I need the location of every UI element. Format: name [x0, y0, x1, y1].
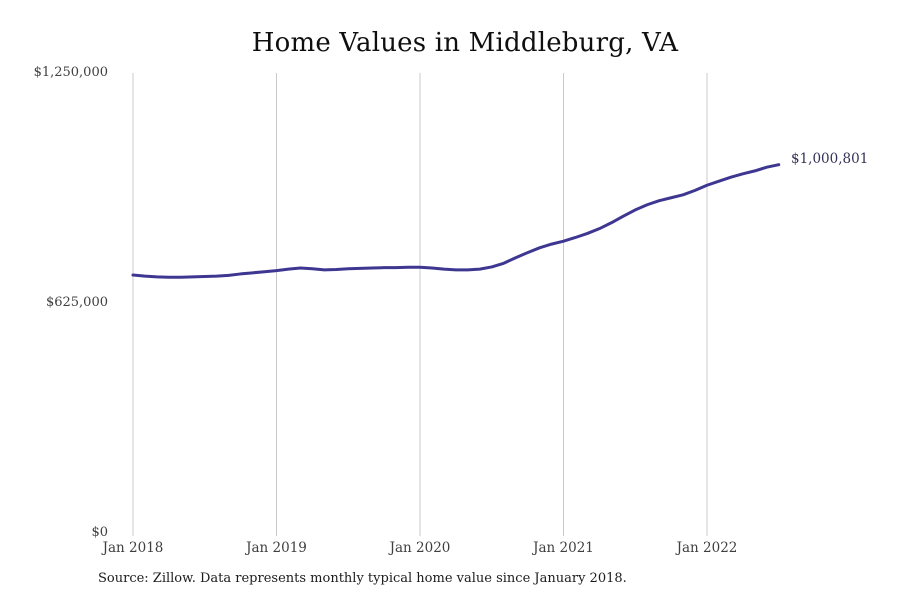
source-attribution-note: Source: Zillow. Data represents monthly …: [98, 571, 627, 586]
x-tick-label: Jan 2021: [533, 540, 594, 556]
x-tick-label: Jan 2019: [246, 540, 307, 556]
x-tick-label: Jan 2018: [102, 540, 164, 556]
y-tick-label: $0: [91, 525, 108, 540]
x-tick-label: Jan 2022: [676, 540, 738, 556]
y-tick-label: $625,000: [45, 295, 108, 310]
x-tick-label: Jan 2020: [389, 540, 451, 556]
y-tick-label: $1,250,000: [33, 65, 108, 80]
chart-title: Home Values in Middleburg, VA: [251, 28, 679, 58]
vertical-gridlines: [132, 73, 708, 536]
home-value-line-series: [131, 163, 781, 279]
series-end-value-label: $1,000,801: [791, 151, 869, 167]
